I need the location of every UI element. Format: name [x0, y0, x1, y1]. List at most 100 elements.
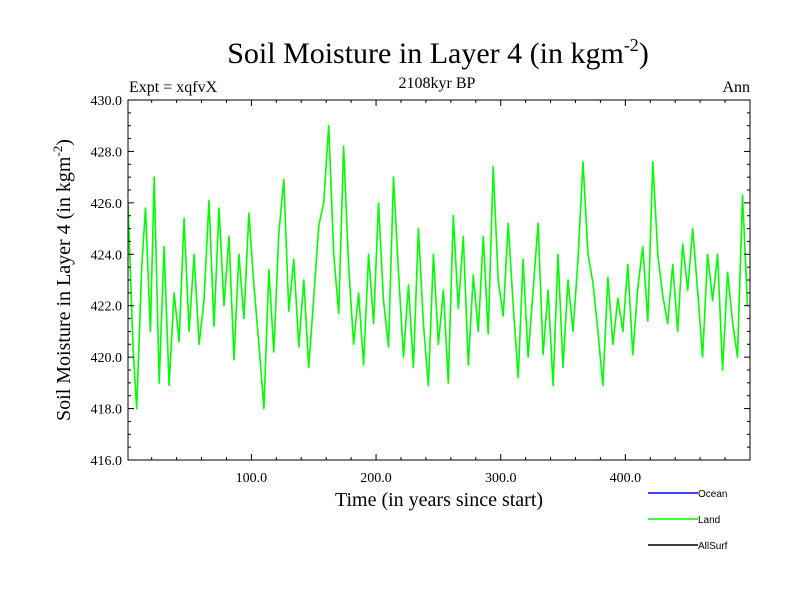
data-point [168, 384, 170, 386]
data-point [637, 287, 639, 289]
data-point [512, 305, 514, 307]
data-point [243, 318, 245, 320]
data-point [697, 289, 699, 291]
data-point [622, 330, 624, 332]
data-point [632, 354, 634, 356]
data-point [263, 408, 265, 410]
data-point [727, 271, 729, 273]
data-point [233, 359, 235, 361]
data-point [572, 330, 574, 332]
chart-title-sup: -2 [624, 35, 639, 55]
data-point [373, 323, 375, 325]
y-tick-label: 428.0 [91, 145, 123, 160]
data-point [258, 343, 260, 345]
data-point [323, 202, 325, 204]
experiment-label: Expt = xqfvX [129, 79, 218, 96]
data-point [497, 279, 499, 281]
legend-label-ocean: Ocean [698, 489, 727, 500]
data-point [682, 243, 684, 245]
data-point [228, 235, 230, 237]
data-point [427, 384, 429, 386]
season-label: Ann [722, 79, 750, 96]
chart-subtitle: 2108kyr BP [399, 75, 476, 92]
x-axis-label: Time (in years since start) [335, 489, 543, 511]
x-tick-label: 100.0 [236, 471, 268, 486]
data-point [178, 341, 180, 343]
series-layer [128, 124, 749, 410]
data-point [183, 217, 185, 219]
data-point [587, 253, 589, 255]
y-tick-label: 426.0 [91, 197, 123, 212]
data-point [457, 307, 459, 309]
data-point [368, 253, 370, 255]
data-point [552, 384, 554, 386]
data-point [657, 253, 659, 255]
data-point [422, 323, 424, 325]
data-point [557, 253, 559, 255]
data-point [487, 333, 489, 335]
data-point [387, 346, 390, 348]
data-point [253, 284, 255, 286]
data-point [223, 305, 225, 307]
data-point [407, 284, 410, 286]
data-point [687, 289, 689, 291]
x-axis-ticks: 100.0 200.0 300.0 400.0 [151, 100, 726, 486]
y-axis-label: Soil Moisture in Layer 4 (in kgm-2) [50, 139, 75, 421]
y-tick-label: 424.0 [91, 248, 123, 263]
data-point [248, 212, 250, 214]
data-point [477, 330, 479, 332]
data-point [507, 222, 509, 224]
data-point [149, 330, 151, 332]
data-point [198, 343, 200, 345]
data-point [672, 264, 674, 266]
data-point [692, 228, 694, 230]
data-point [447, 382, 449, 384]
data-point [412, 366, 414, 368]
data-point [353, 343, 355, 345]
data-point [731, 320, 734, 322]
data-point [582, 161, 584, 163]
data-point [136, 408, 138, 410]
legend-label-land: Land [698, 515, 720, 526]
data-point [158, 382, 160, 384]
chart-title-close: ) [639, 37, 649, 70]
data-point [318, 225, 320, 227]
data-point [343, 145, 345, 147]
data-point [153, 176, 155, 178]
y-axis-label-sup: -2 [50, 146, 65, 157]
data-point [283, 179, 285, 181]
data-point [717, 253, 719, 255]
series-line-land [128, 124, 749, 410]
data-point [662, 294, 664, 296]
data-point [542, 354, 544, 356]
data-point [567, 279, 569, 281]
y-tick-label: 430.0 [91, 94, 123, 109]
data-point [592, 282, 594, 284]
data-point [298, 346, 300, 348]
data-point [382, 300, 385, 302]
data-point [667, 323, 669, 325]
data-point [377, 202, 380, 204]
data-point [328, 125, 330, 127]
data-point [472, 274, 474, 276]
data-point [268, 269, 270, 271]
y-tick-label: 420.0 [91, 351, 123, 366]
data-point [348, 264, 350, 266]
data-point [293, 258, 295, 260]
data-point [303, 279, 305, 281]
data-point [402, 356, 405, 358]
data-point [736, 356, 739, 358]
data-point [527, 356, 529, 358]
data-point [677, 330, 679, 332]
data-point [363, 364, 365, 366]
data-point [173, 292, 175, 294]
data-point [333, 253, 335, 255]
data-point [442, 289, 444, 291]
data-point [338, 312, 340, 314]
data-point [218, 207, 220, 209]
data-point [462, 235, 464, 237]
data-point [193, 253, 195, 255]
data-point [188, 330, 190, 332]
data-point [647, 320, 649, 322]
